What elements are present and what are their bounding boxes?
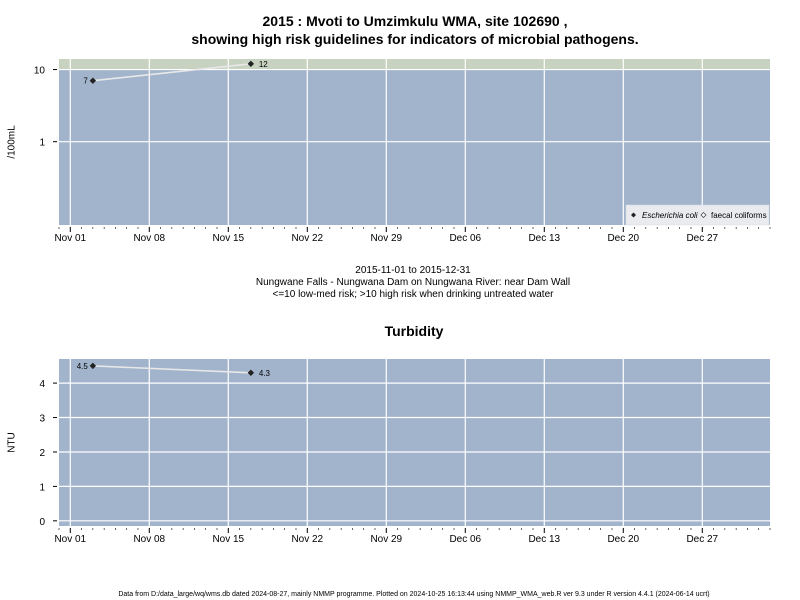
microbial-x-tick-label: Dec 06 [449, 233, 481, 244]
turbidity-y-tick-label: 1 [39, 482, 45, 493]
chart-title-line1: 2015 : Mvoti to Umzimkulu WMA, site 1026… [263, 13, 568, 29]
turbidity-series-line [92, 365, 251, 374]
microbial-data-point [89, 77, 97, 84]
high-risk-band [59, 59, 770, 70]
microbial-x-tick-label: Dec 20 [607, 233, 639, 244]
microbial-gridlines [59, 59, 770, 225]
turbidity-y-axis: 0 1 2 3 4 [39, 379, 57, 528]
microbial-y-tick-label: 1 [39, 138, 45, 149]
microbial-x-tick-label: Nov 01 [54, 233, 86, 244]
turbidity-x-axis: Nov 01 Nov 08 Nov 15 Nov 22 Nov 29 Dec 06 Dec … [54, 528, 771, 545]
microbial-series: 7 12 [83, 60, 268, 86]
turbidity-x-tick-label: Nov 15 [212, 534, 244, 545]
turbidity-panel-background [59, 359, 770, 526]
legend-box [625, 204, 770, 226]
microbial-data-point [247, 60, 255, 68]
risk-guideline: <=10 low-med risk; >10 high risk when dr… [273, 289, 555, 300]
turbidity-data-point [247, 369, 255, 376]
turbidity-x-tick-label: Nov 22 [291, 534, 323, 545]
microbial-data-label: 12 [259, 60, 268, 69]
turbidity-y-tick-label: 4 [39, 379, 45, 390]
microbial-y-axis: 1 10 [34, 66, 57, 149]
date-range: 2015-11-01 to 2015-12-31 [355, 265, 471, 276]
microbial-x-axis: Nov 01 Nov 08 Nov 15 Nov 22 Nov 29 Dec 06 Dec … [54, 227, 771, 244]
footer-note: Data from D:/data_large/wq/wms.db dated … [118, 591, 709, 598]
microbial-panel: Nov 01 Nov 08 Nov 15 Nov 22 Nov 29 Dec 06 Dec … [7, 59, 771, 244]
chart-title-line2: showing high risk guidelines for indicat… [191, 31, 638, 47]
turbidity-series: 4.5 4.3 [77, 362, 271, 378]
legend: Escherichia coli faecal coliforms [625, 204, 770, 226]
legend-label-ecoli: Escherichia coli [642, 211, 698, 220]
microbial-x-tick-label: Nov 15 [212, 233, 244, 244]
turbidity-x-tick-label: Dec 20 [607, 534, 639, 545]
microbial-x-tick-label: Nov 29 [370, 233, 402, 244]
turbidity-title: Turbidity [385, 323, 444, 339]
turbidity-gridlines [59, 359, 770, 526]
microbial-x-tick-label: Dec 13 [528, 233, 560, 244]
microbial-series-line [92, 63, 251, 82]
turbidity-y-tick-label: 3 [39, 414, 45, 425]
legend-label-faecal: faecal coliforms [711, 211, 767, 220]
turbidity-data-label: 4.3 [259, 369, 271, 378]
legend-marker-ecoli [631, 212, 636, 218]
microbial-y-tick-label: 10 [34, 66, 46, 77]
microbial-x-tick-label: Dec 27 [686, 233, 718, 244]
microbial-data-label: 7 [83, 77, 88, 86]
turbidity-data-point [89, 362, 97, 370]
microbial-y-label: /100mL [7, 125, 18, 159]
turbidity-x-tick-label: Nov 01 [54, 534, 86, 545]
microbial-x-tick-label: Nov 22 [291, 233, 323, 244]
turbidity-y-label: NTU [7, 432, 18, 453]
turbidity-data-label: 4.5 [77, 362, 89, 371]
turbidity-x-tick-label: Nov 29 [370, 534, 402, 545]
microbial-x-tick-label: Nov 08 [133, 233, 165, 244]
turbidity-x-tick-label: Dec 06 [449, 534, 481, 545]
turbidity-x-tick-label: Nov 08 [133, 534, 165, 545]
site-description: Nungwane Falls - Nungwana Dam on Nungwan… [256, 277, 570, 288]
legend-marker-faecal [700, 212, 707, 218]
turbidity-x-tick-label: Dec 27 [686, 534, 718, 545]
turbidity-x-tick-label: Dec 13 [528, 534, 560, 545]
turbidity-panel: Nov 01 Nov 08 Nov 15 Nov 22 Nov 29 Dec 06 Dec … [7, 359, 771, 545]
turbidity-y-tick-label: 2 [39, 448, 45, 459]
turbidity-y-tick-label: 0 [39, 517, 45, 528]
